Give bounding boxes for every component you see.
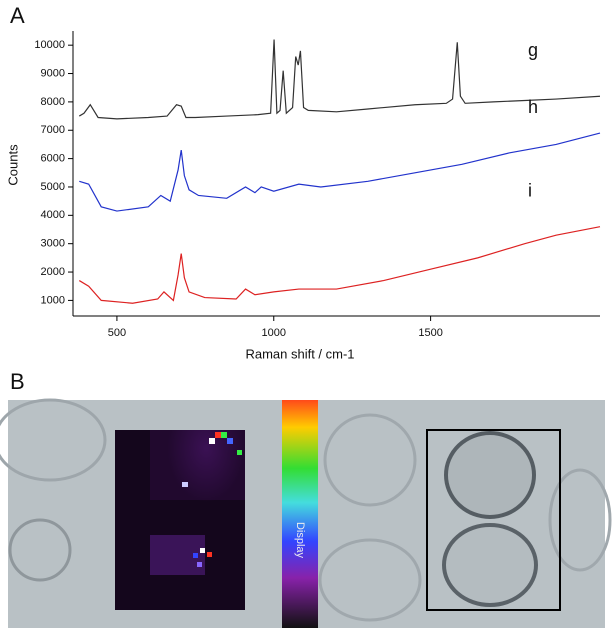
y-tick-label: 8000 <box>41 96 65 108</box>
series-label: i <box>528 180 532 200</box>
x-axis-label: Raman shift / cm-1 <box>245 346 354 361</box>
y-tick-label: 5000 <box>41 181 65 193</box>
series-label: h <box>528 97 538 117</box>
y-tick-label: 6000 <box>41 153 65 165</box>
panel-label: B <box>10 369 25 394</box>
spectrum-line <box>79 132 601 212</box>
y-tick-label: 9000 <box>41 67 65 79</box>
y-tick-label: 1000 <box>41 294 65 306</box>
y-tick-label: 10000 <box>34 39 65 51</box>
series-label: g <box>528 40 538 60</box>
y-tick-label: 3000 <box>41 238 65 250</box>
y-axis-label: Counts <box>5 144 20 186</box>
y-tick-label: 4000 <box>41 209 65 221</box>
raman-map <box>115 430 245 610</box>
spectrum-line <box>78 39 601 120</box>
colorbar-label: Display <box>294 522 306 559</box>
panel-label: A <box>10 3 25 28</box>
y-tick-label: 7000 <box>41 124 65 136</box>
spectrum-line <box>78 226 601 304</box>
colorbar <box>282 400 318 628</box>
x-tick-label: 1000 <box>262 327 286 339</box>
x-tick-label: 500 <box>108 327 126 339</box>
x-tick-label: 1500 <box>418 327 442 339</box>
y-tick-label: 2000 <box>41 266 65 278</box>
